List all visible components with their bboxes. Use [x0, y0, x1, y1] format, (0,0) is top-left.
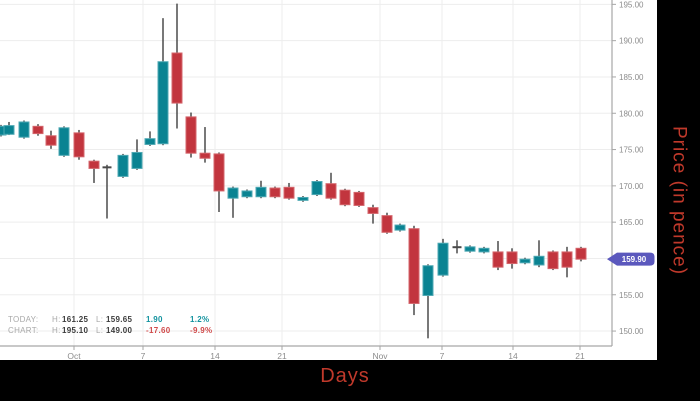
candle-up[interactable] — [241, 190, 253, 198]
candle-up[interactable] — [478, 247, 490, 253]
candle-up[interactable] — [533, 255, 545, 266]
candle-up[interactable] — [437, 242, 449, 276]
chart-change-value: -17.60 — [146, 326, 171, 335]
candlestick-chart[interactable]: 150.00155.00160.00165.00170.00175.00180.… — [0, 0, 657, 360]
candle-down[interactable] — [367, 207, 379, 214]
x-axis-title: Days — [320, 365, 370, 387]
today-low-label: L: — [96, 315, 104, 324]
today-change-pct: 1.2% — [190, 315, 210, 324]
y-axis-title: Price (in pence) — [668, 126, 690, 276]
candle-up[interactable] — [519, 258, 531, 264]
x-axis-tick-label: 21 — [575, 351, 585, 360]
candle-up[interactable] — [144, 138, 156, 145]
candle-down[interactable] — [408, 228, 420, 304]
candle-down[interactable] — [88, 160, 100, 169]
x-axis-tick-label: 14 — [210, 351, 220, 360]
candle-down[interactable] — [269, 187, 281, 198]
candle-down[interactable] — [32, 125, 44, 135]
chart-legend: TODAY: H: 161.25 L: 159.65 1.90 1.2% CHA… — [8, 314, 230, 336]
y-axis-tick-label: 190.00 — [619, 37, 644, 46]
y-axis-tick-label: 185.00 — [619, 73, 644, 82]
x-axis-tick-label: Nov — [372, 351, 388, 360]
legend-row-chart: CHART: H: 195.10 L: 149.00 -17.60 -9.9% — [8, 325, 230, 336]
candle-up[interactable] — [58, 127, 70, 156]
candle-down[interactable] — [339, 189, 351, 206]
candle-up[interactable] — [394, 224, 406, 231]
candle-down[interactable] — [185, 116, 197, 154]
y-axis-tick-label: 155.00 — [619, 291, 644, 300]
chart-change-pct: -9.9% — [190, 326, 213, 335]
y-axis-tick-label: 195.00 — [619, 0, 644, 9]
candle-up[interactable] — [311, 181, 323, 196]
candle-down[interactable] — [561, 251, 573, 268]
y-axis-tick-label: 165.00 — [619, 218, 644, 227]
last-price-badge — [607, 252, 655, 266]
today-low-value: 159.65 — [106, 315, 133, 324]
candle-down[interactable] — [283, 186, 295, 199]
y-axis-tick-label: 175.00 — [619, 146, 644, 155]
chart-low-label: L: — [96, 326, 104, 335]
candle-up[interactable] — [255, 186, 267, 198]
candle-up[interactable] — [422, 265, 434, 296]
candle-down[interactable] — [325, 183, 337, 199]
x-axis-tick-label: 7 — [141, 351, 146, 360]
x-axis-tick-label: Oct — [67, 351, 81, 360]
chart-label: CHART: — [8, 326, 39, 335]
candle-down[interactable] — [506, 251, 518, 265]
candle-down[interactable] — [547, 251, 559, 270]
y-axis-title-container: Price (in pence) — [657, 0, 700, 360]
candle-up[interactable] — [131, 151, 143, 169]
y-axis-tick-label: 170.00 — [619, 182, 644, 191]
candle-up[interactable] — [227, 187, 239, 199]
today-change-value: 1.90 — [146, 315, 163, 324]
candle-up[interactable] — [3, 125, 15, 135]
legend-row-today: TODAY: H: 161.25 L: 159.65 1.90 1.2% — [8, 314, 230, 325]
y-axis-tick-label: 180.00 — [619, 109, 644, 118]
candle-down[interactable] — [492, 251, 504, 268]
today-high-value: 161.25 — [62, 315, 89, 324]
chart-panel: 150.00155.00160.00165.00170.00175.00180.… — [0, 0, 657, 360]
x-axis-tick-label: 7 — [440, 351, 445, 360]
candle-down[interactable] — [353, 191, 365, 206]
today-label: TODAY: — [8, 315, 39, 324]
candle-down[interactable] — [213, 153, 225, 192]
candle-up[interactable] — [117, 154, 129, 177]
y-axis-tick-label: 150.00 — [619, 327, 644, 336]
candle-down[interactable] — [45, 135, 57, 146]
chart-high-value: 195.10 — [62, 326, 89, 335]
today-high-label: H: — [52, 315, 61, 324]
chart-high-label: H: — [52, 326, 61, 335]
last-price-badge-text: 159.90 — [622, 255, 647, 264]
candle-down[interactable] — [575, 247, 587, 260]
candle-down[interactable] — [171, 52, 183, 104]
candle-up[interactable] — [464, 246, 476, 252]
candle-up[interactable] — [18, 121, 30, 138]
x-axis-tick-label: 21 — [277, 351, 287, 360]
candle-up[interactable] — [297, 196, 309, 201]
chart-low-value: 149.00 — [106, 326, 133, 335]
candle-down[interactable] — [73, 132, 85, 158]
candle-up[interactable] — [157, 61, 169, 145]
x-axis-tick-label: 14 — [508, 351, 518, 360]
candle-down[interactable] — [199, 152, 211, 159]
candle-down[interactable] — [381, 215, 393, 233]
